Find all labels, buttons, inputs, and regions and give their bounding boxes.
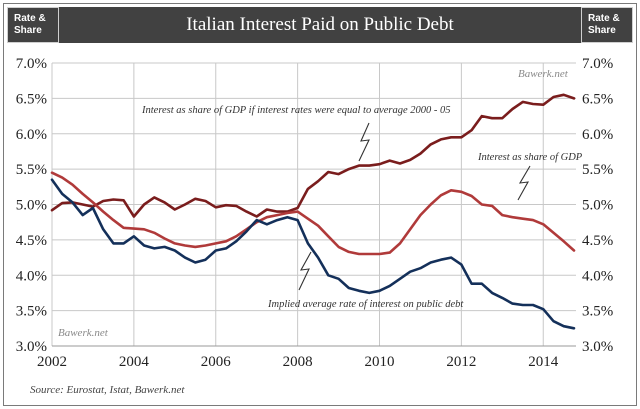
x-tick-label: 2012 (446, 354, 476, 370)
y-tick-label-left: 3.0% (16, 339, 47, 355)
annotation-pointer-1 (358, 122, 370, 162)
x-tick-label: 2004 (119, 354, 150, 370)
y-tick-label-right: 4.0% (582, 268, 613, 284)
y-tick-label-left: 4.0% (16, 268, 47, 284)
y-tick-label-left: 3.5% (16, 304, 47, 320)
left-axis-caption: Rate & Share (7, 7, 59, 43)
x-tick-label: 2014 (528, 354, 559, 370)
left-axis-caption-line1: Rate & (14, 13, 46, 24)
y-axis-left: 3.0% 3.5% 4.0% 4.5% 5.0% 5.5% 6.0% 6.5% 7.0% (16, 56, 47, 355)
watermark-bottom: Bawerk.net (58, 327, 109, 339)
source-note: Source: Eurostat, Istat, Bawerk.net (30, 384, 185, 396)
y-tick-label-left: 5.5% (16, 162, 47, 178)
y-tick-label-left: 6.5% (16, 91, 47, 107)
watermark-top: Bawerk.net (518, 68, 569, 80)
series-line-3 (50, 178, 576, 330)
y-tick-label-right: 6.5% (582, 91, 613, 107)
y-tick-label-left: 7.0% (16, 56, 47, 72)
y-tick-label-left: 5.0% (16, 198, 47, 214)
right-axis-caption-line1: Rate & (588, 13, 620, 24)
annotation-implied-rate: Implied average rate of interest on publ… (267, 299, 464, 310)
y-tick-label-right: 7.0% (582, 56, 613, 72)
right-axis-caption: Rate & Share (581, 7, 633, 43)
y-tick-label-left: 6.0% (16, 127, 47, 143)
y-tick-label-right: 4.5% (582, 233, 613, 249)
annotation-pointer-2 (517, 165, 531, 201)
annotation-pointers (298, 122, 531, 291)
x-tick-label: 2010 (365, 354, 395, 370)
left-axis-caption-line2: Share (14, 25, 42, 36)
y-tick-label-right: 5.0% (582, 198, 613, 214)
y-tick-label-right: 3.5% (582, 304, 613, 320)
x-axis: 2002 2004 2006 2008 2010 2012 2014 (37, 354, 559, 370)
x-tick-label: 2008 (283, 354, 313, 370)
series-line-1 (50, 93, 576, 218)
y-tick-label-right: 3.0% (582, 339, 613, 355)
x-tick-label: 2002 (37, 354, 67, 370)
right-axis-caption-line2: Share (588, 25, 616, 36)
y-axis-right: 3.0% 3.5% 4.0% 4.5% 5.0% 5.5% 6.0% 6.5% 7.0% (582, 56, 613, 355)
grid-lines (51, 62, 576, 347)
chart-title: Italian Interest Paid on Public Debt (186, 14, 454, 35)
y-tick-label-right: 6.0% (582, 127, 613, 143)
x-tick-label: 2006 (201, 354, 232, 370)
y-tick-label-right: 5.5% (582, 162, 613, 178)
series-line-2 (50, 171, 576, 256)
y-tick-label-left: 4.5% (16, 233, 47, 249)
annotations: Interest as share of GDP if interest rat… (58, 68, 583, 339)
annotation-counterfactual: Interest as share of GDP if interest rat… (141, 105, 451, 116)
series-lines (50, 93, 576, 330)
chart-header: Rate & Share Italian Interest Paid on Pu… (7, 7, 633, 43)
annotation-pointer-3 (298, 251, 312, 291)
annotation-share-of-gdp: Interest as share of GDP (477, 152, 583, 163)
